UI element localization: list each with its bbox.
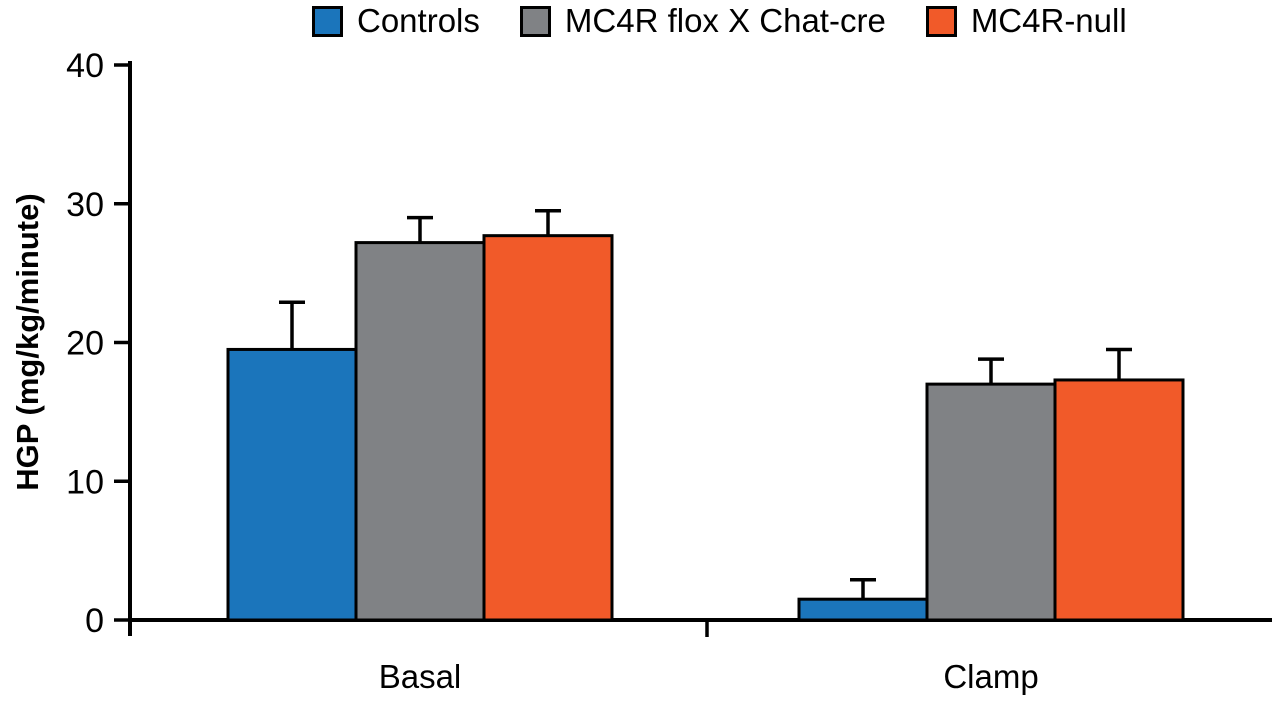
bar-mc4r-flox-x-chat-cre-basal [354,241,486,622]
chart-legend: Controls MC4R flox X Chat-cre MC4R-null [312,2,1127,40]
legend-item-controls: Controls [312,2,480,40]
legend-swatch-mc4r-null [925,5,957,37]
bar-mc4r-null-basal [482,234,614,622]
bar-controls-clamp [797,597,929,622]
legend-label-mc4r-null: MC4R-null [970,2,1127,39]
y-tick-label: 30 [66,186,104,224]
bar-mc4r-null-clamp [1053,378,1185,622]
bar-mc4r-flox-x-chat-cre-clamp [925,382,1057,622]
legend-label-controls: Controls [357,2,480,39]
legend-label-mc4r-flox-chat-cre: MC4R flox X Chat-cre [564,2,886,39]
y-tick-label: 20 [66,325,104,363]
legend-swatch-mc4r-flox-chat-cre [519,5,551,37]
bar-controls-basal [226,347,358,622]
y-tick-label: 0 [85,602,104,640]
y-axis-label: HGP (mg/kg/minute) [10,193,45,491]
x-category-label: Basal [379,658,462,695]
legend-item-mc4r-flox-chat-cre: MC4R flox X Chat-cre [519,2,886,40]
x-category-label: Clamp [943,658,1038,695]
y-tick-label: 10 [66,463,104,501]
legend-swatch-controls [312,5,343,37]
y-tick-label: 40 [66,47,104,85]
legend-item-mc4r-null: MC4R-null [925,2,1127,40]
